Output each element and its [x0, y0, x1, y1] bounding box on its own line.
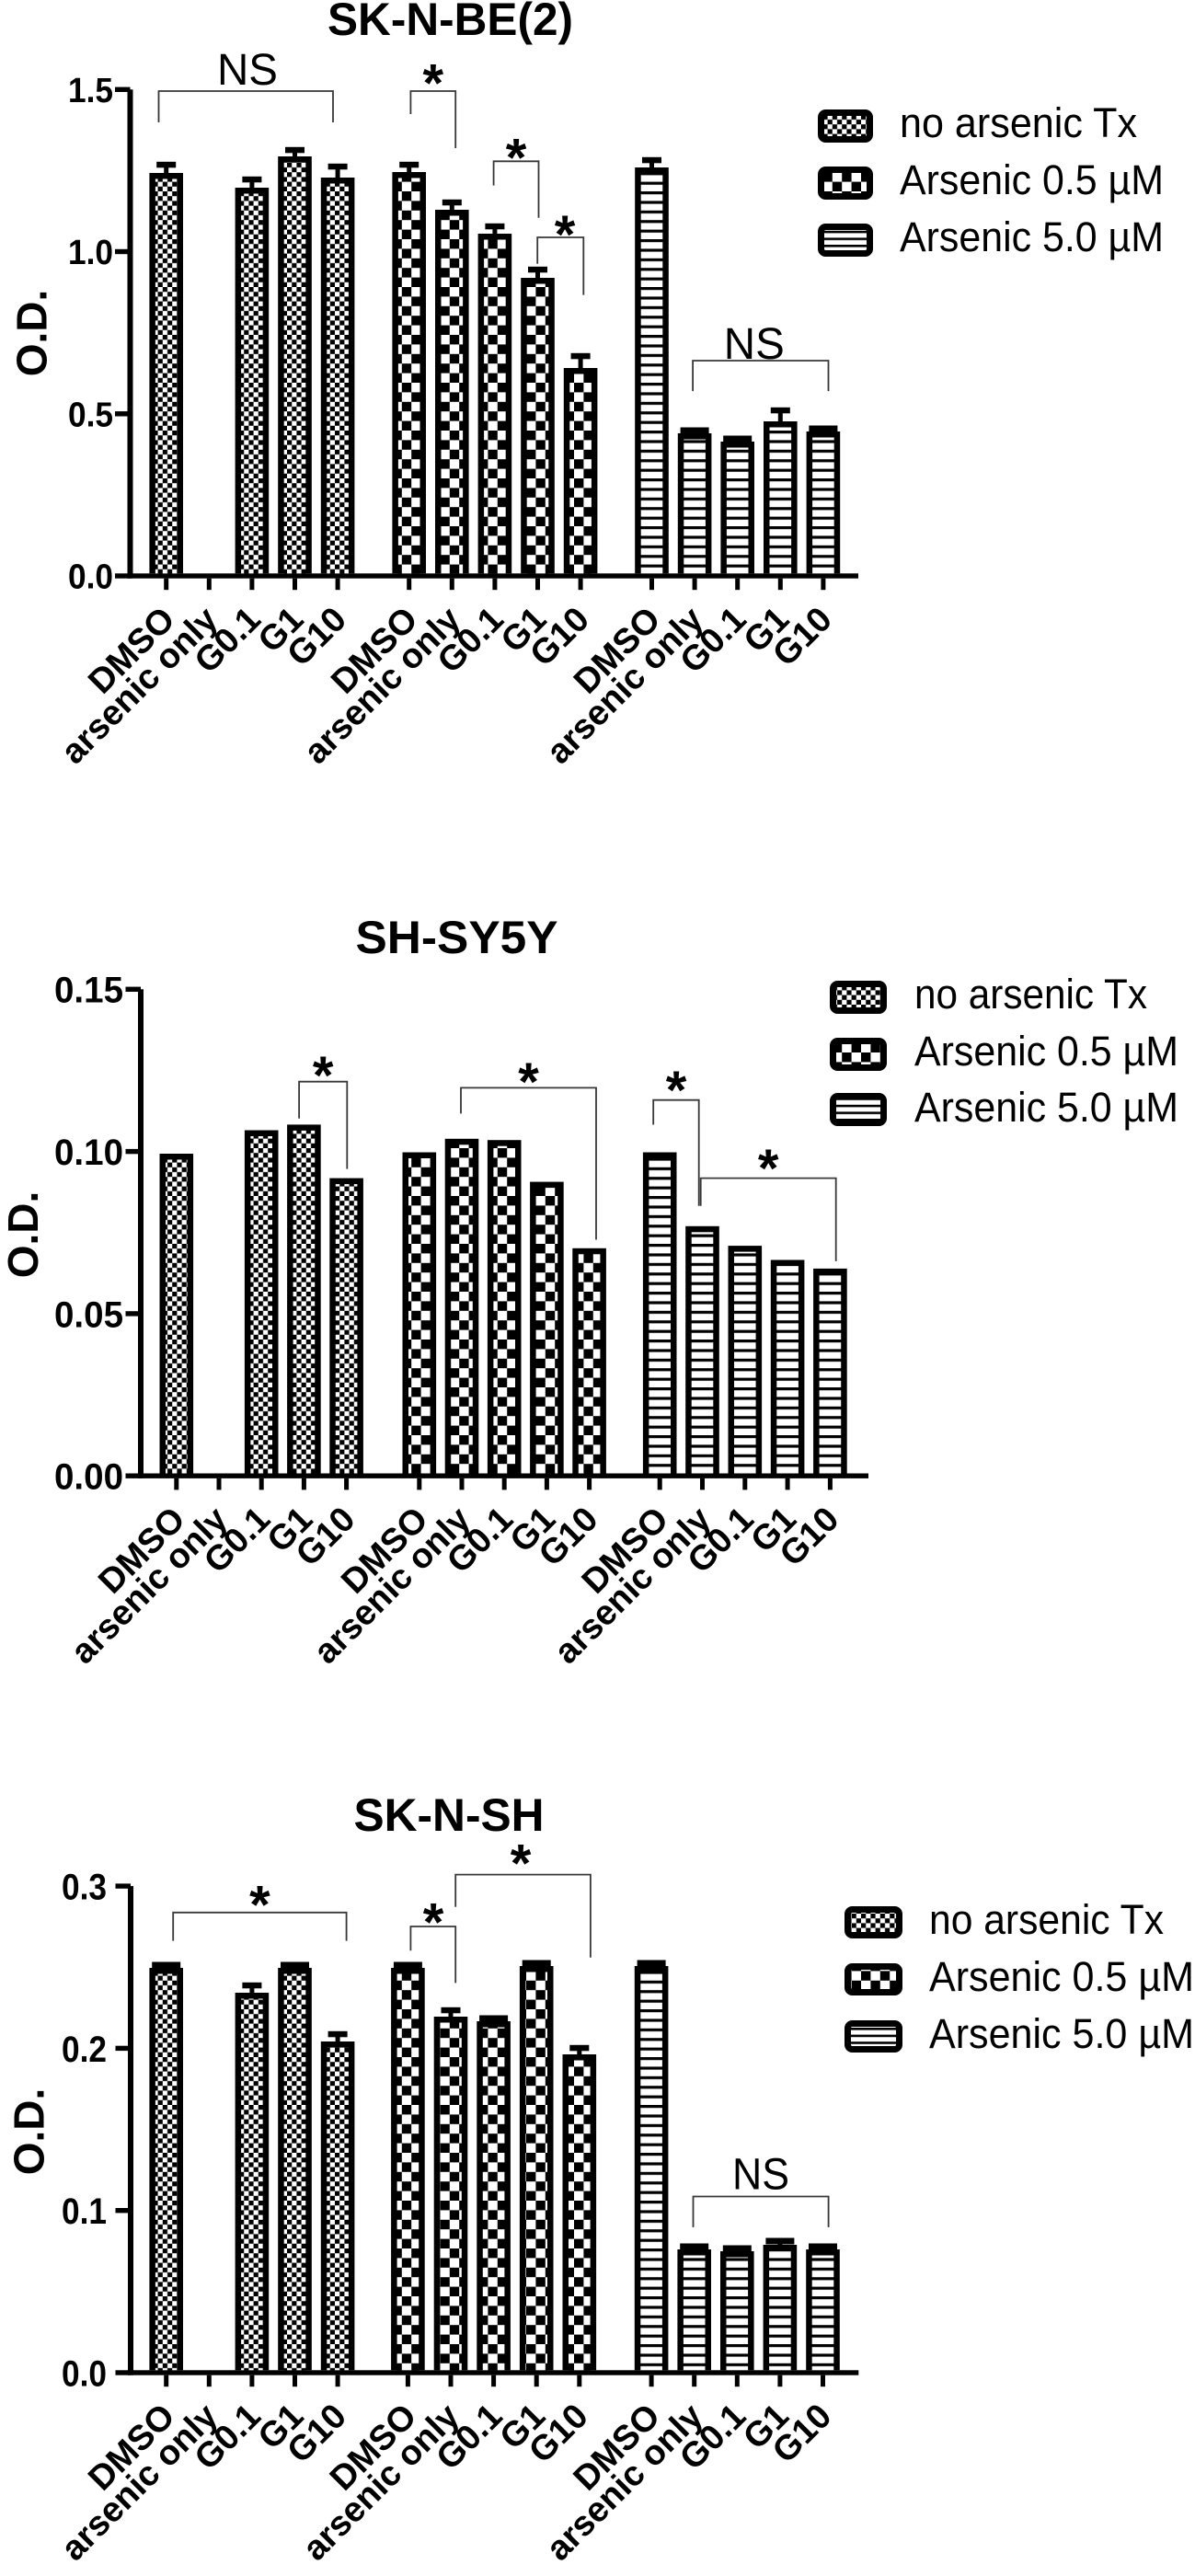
svg-text:*: *	[555, 205, 576, 265]
svg-text:Arsenic 5.0 µM: Arsenic 5.0 µM	[929, 2010, 1194, 2057]
svg-text:*: *	[313, 1046, 334, 1106]
svg-text:Arsenic 0.5 µM: Arsenic 0.5 µM	[929, 1953, 1194, 2000]
svg-text:*: *	[758, 1139, 779, 1199]
svg-text:no arsenic Tx: no arsenic Tx	[900, 99, 1137, 146]
svg-text:*: *	[423, 1893, 444, 1953]
svg-text:0.0: 0.0	[68, 558, 113, 597]
svg-text:SK-N-BE(2): SK-N-BE(2)	[327, 0, 573, 45]
svg-text:1.0: 1.0	[68, 234, 113, 272]
svg-text:0.3: 0.3	[62, 1868, 107, 1908]
svg-text:Arsenic 5.0 µM: Arsenic 5.0 µM	[914, 1084, 1178, 1131]
svg-text:*: *	[423, 54, 444, 114]
svg-text:NS: NS	[732, 2151, 789, 2200]
svg-text:NS: NS	[724, 320, 785, 369]
svg-text:no arsenic Tx: no arsenic Tx	[914, 971, 1147, 1018]
svg-text:O.D.: O.D.	[6, 2088, 53, 2176]
svg-text:no arsenic Tx: no arsenic Tx	[929, 1896, 1164, 1943]
svg-text:0.00: 0.00	[54, 1457, 123, 1498]
svg-text:0.2: 0.2	[62, 2030, 107, 2070]
svg-text:0.10: 0.10	[54, 1133, 123, 1173]
svg-text:Arsenic 5.0 µM: Arsenic 5.0 µM	[900, 213, 1164, 260]
svg-text:*: *	[666, 1061, 687, 1121]
svg-text:O.D.: O.D.	[8, 290, 56, 377]
svg-text:*: *	[511, 1834, 532, 1894]
svg-text:0.1: 0.1	[62, 2191, 107, 2232]
svg-text:0.0: 0.0	[62, 2353, 107, 2394]
svg-text:SH-SY5Y: SH-SY5Y	[356, 912, 558, 963]
svg-text:SK-N-SH: SK-N-SH	[354, 1789, 545, 1841]
svg-text:*: *	[506, 129, 527, 189]
svg-text:0.05: 0.05	[54, 1294, 123, 1335]
svg-text:O.D.: O.D.	[0, 1191, 47, 1279]
svg-text:0.15: 0.15	[54, 971, 123, 1011]
svg-text:NS: NS	[217, 46, 278, 95]
svg-text:Arsenic 0.5 µM: Arsenic 0.5 µM	[914, 1028, 1178, 1075]
svg-text:0.5: 0.5	[68, 396, 113, 434]
svg-text:*: *	[518, 1052, 539, 1112]
svg-text:Arsenic 0.5 µM: Arsenic 0.5 µM	[900, 156, 1164, 203]
svg-text:*: *	[249, 1876, 270, 1936]
svg-text:1.5: 1.5	[68, 72, 113, 110]
